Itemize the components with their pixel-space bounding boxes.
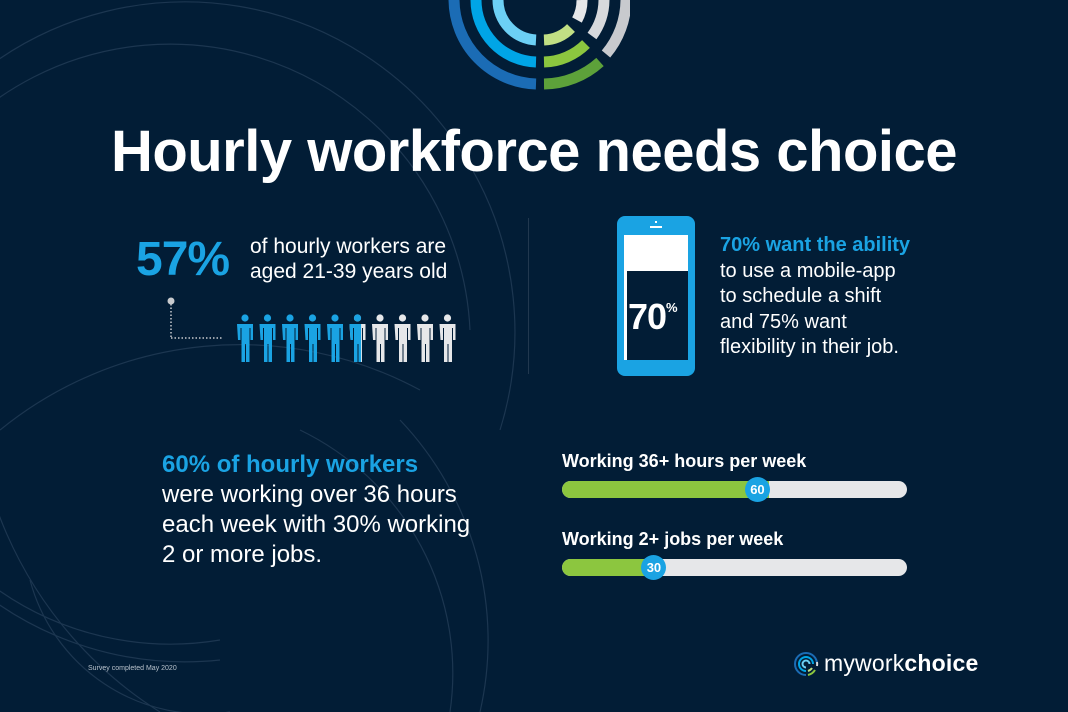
bar-track: 60 (562, 477, 907, 502)
person-icon (304, 314, 321, 362)
people-icons-row (237, 314, 456, 362)
brand-logo-rings-icon (448, 0, 630, 90)
mobile-stat-description: 70% want the ability to use a mobile-app… (720, 233, 960, 361)
bar-value-badge: 30 (641, 555, 667, 580)
page-title: Hourly workforce needs choice (110, 119, 958, 184)
survey-footnote: Survey completed May 2020 (88, 665, 177, 672)
person-icon (394, 314, 411, 362)
person-icon (439, 314, 456, 362)
person-icon (282, 314, 298, 362)
phone-illustration: 70% (617, 216, 695, 376)
age-stat-description: of hourly workers are aged 21-39 years o… (250, 235, 448, 283)
bar-jobs-per-week: Working 2+ jobs per week 30 (562, 529, 908, 580)
brand-name-bold: choice (904, 650, 979, 676)
phone-percent-unit: % (666, 300, 678, 315)
hours-stat-highlight: 60% of hourly workers (162, 451, 419, 478)
phone-icon (617, 216, 695, 376)
mobile-stat-highlight: 70% want the ability (720, 234, 911, 256)
phone-percent-value: 70 (628, 296, 667, 337)
bar-hours-per-week: Working 36+ hours per week 60 (562, 451, 908, 502)
hours-stat-description: 60% of hourly workers were working over … (162, 450, 522, 570)
age-stat-value: 57% (136, 233, 230, 286)
person-icon (259, 314, 276, 362)
person-icon (417, 314, 433, 362)
brand-logo: myworkchoice (793, 650, 979, 677)
bar-fill (562, 481, 769, 498)
section-divider (528, 218, 529, 374)
dotted-connector-line (167, 297, 222, 339)
person-icon (372, 314, 388, 362)
bar-value-badge: 60 (744, 477, 770, 502)
bar-label: Working 36+ hours per week (562, 451, 807, 471)
brand-rings-icon (794, 651, 819, 676)
bar-label: Working 2+ jobs per week (562, 529, 784, 549)
person-icon (237, 314, 253, 362)
bar-fill (562, 559, 652, 576)
bar-track: 30 (562, 555, 907, 580)
brand-name-light: mywork (824, 650, 905, 676)
person-icon (327, 314, 343, 362)
